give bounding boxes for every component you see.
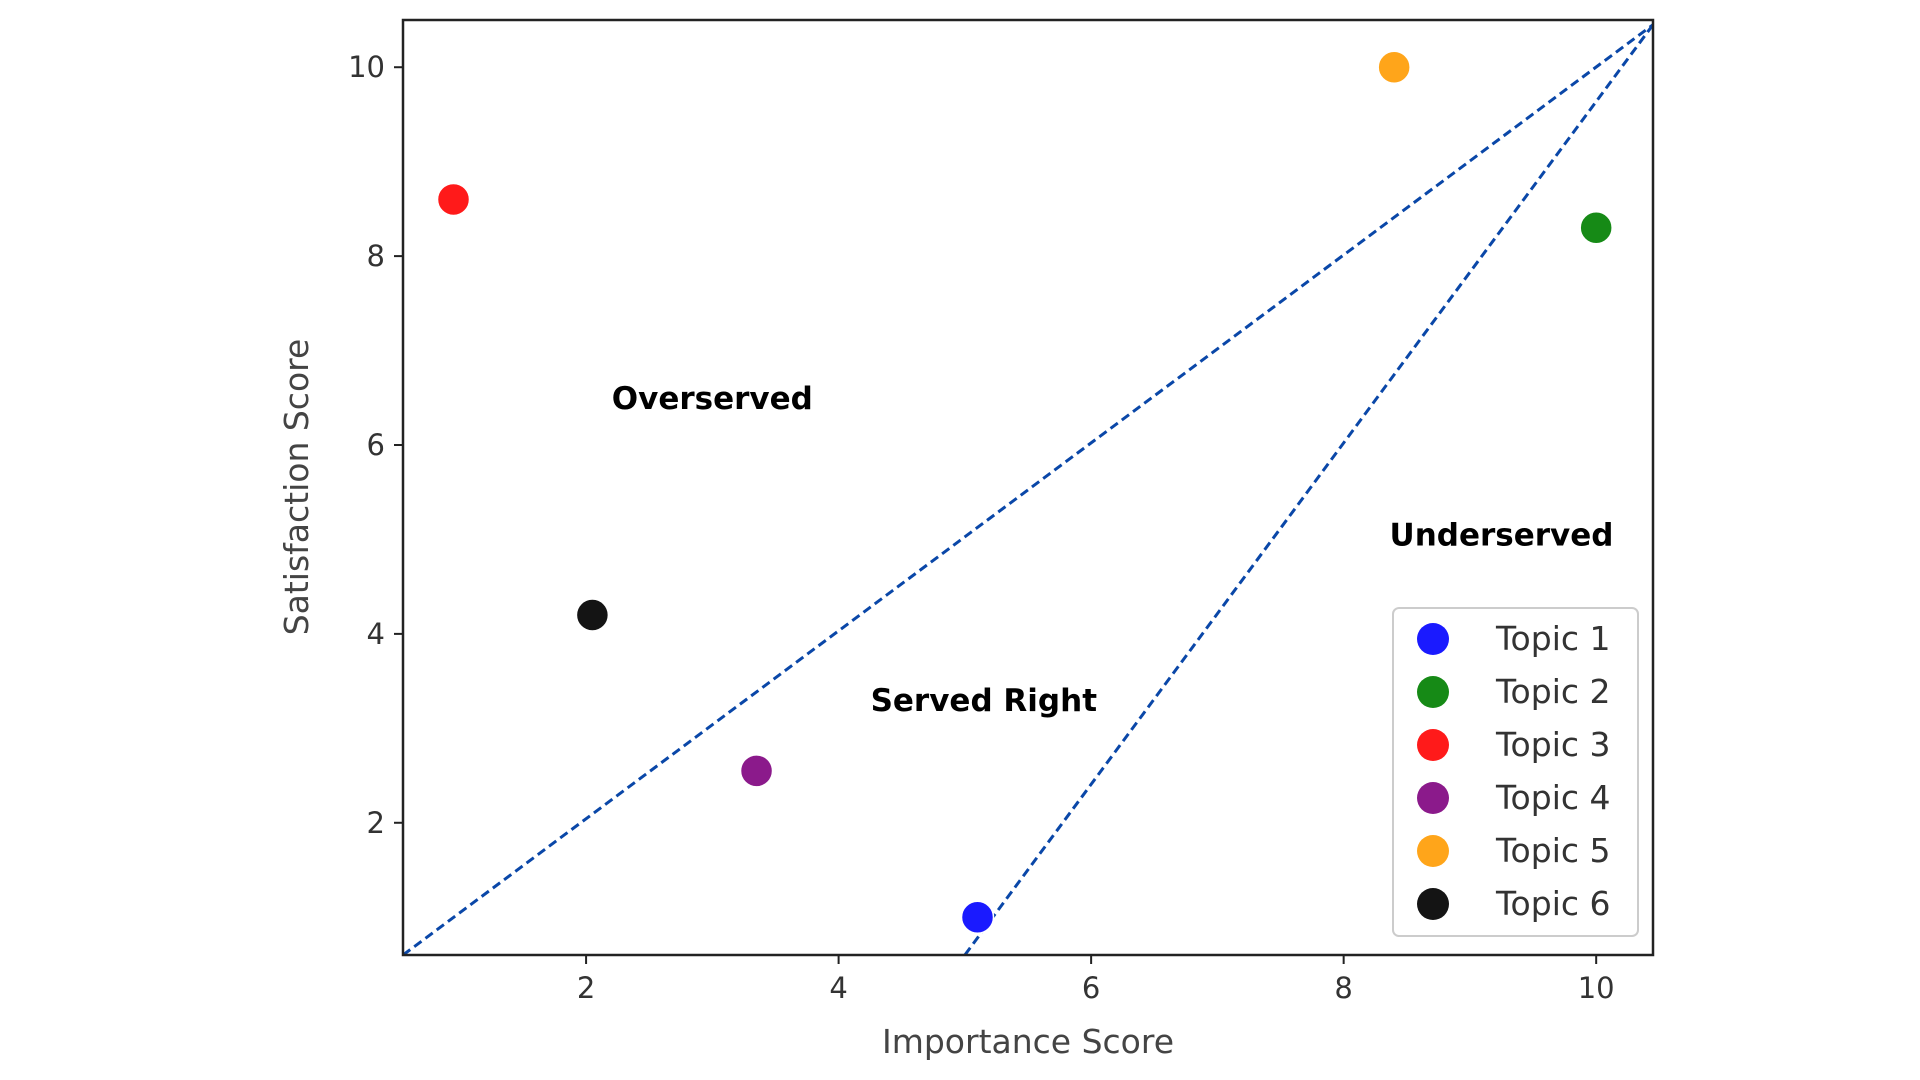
legend: Topic 1 Topic 2 Topic 3 Topic 4 Topic 5 Topic… — [1392, 607, 1639, 937]
legend-label: Topic 6 — [1495, 884, 1611, 923]
y-tick-label: 4 — [367, 617, 385, 651]
y-tick-label: 8 — [367, 239, 385, 273]
plot-area-frame — [401, 18, 1655, 957]
x-tick-label: 10 — [1578, 971, 1615, 1005]
y-axis-ticks: 2 4 6 8 10 — [348, 50, 403, 840]
reference-line — [403, 23, 1653, 955]
data-point — [436, 182, 471, 217]
data-point — [1579, 211, 1613, 245]
region-annotation: Served Right — [871, 683, 1098, 719]
legend-label: Topic 2 — [1495, 672, 1611, 711]
data-points — [436, 50, 1613, 934]
x-tick-label: 4 — [829, 971, 847, 1005]
legend-label: Topic 3 — [1495, 725, 1611, 764]
legend-label: Topic 1 — [1495, 619, 1611, 658]
x-axis-ticks: 2 4 6 8 10 — [577, 955, 1615, 1005]
data-point — [575, 598, 610, 632]
reference-line — [963, 23, 1653, 955]
x-axis-label: Importance Score — [882, 1022, 1174, 1061]
region-annotations: Overserved Served Right Underserved — [612, 381, 1614, 719]
region-annotation: Overserved — [612, 381, 813, 417]
data-point — [739, 754, 774, 788]
legend-label: Topic 4 — [1495, 778, 1611, 817]
legend-marker — [1417, 782, 1449, 814]
y-axis-label: Satisfaction Score — [277, 339, 316, 636]
legend-marker — [1417, 676, 1449, 708]
y-tick-label: 2 — [367, 806, 385, 840]
x-tick-label: 6 — [1082, 971, 1100, 1005]
y-tick-label: 6 — [367, 428, 385, 462]
legend-label: Topic 5 — [1495, 831, 1611, 870]
y-tick-label: 10 — [348, 50, 385, 84]
x-tick-label: 2 — [577, 971, 595, 1005]
reference-lines — [403, 23, 1653, 955]
legend-marker — [1417, 888, 1449, 920]
legend-frame — [1392, 607, 1639, 937]
data-point — [1377, 50, 1411, 84]
legend-marker — [1417, 835, 1449, 867]
legend-marker — [1417, 623, 1449, 655]
legend-marker — [1417, 729, 1449, 761]
data-point — [960, 900, 995, 934]
x-tick-label: 8 — [1334, 971, 1352, 1005]
region-annotation: Underserved — [1390, 518, 1614, 554]
